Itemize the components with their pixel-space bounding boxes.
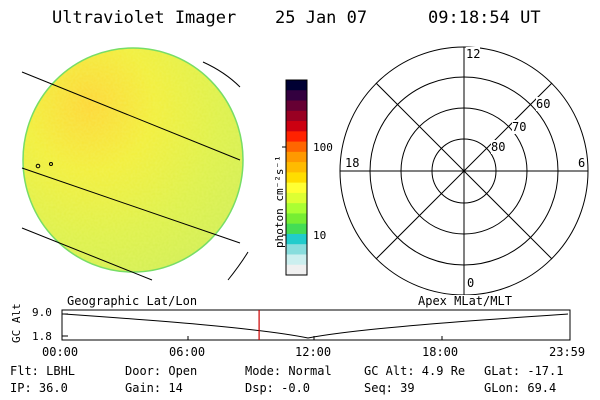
limb-arc [202,61,241,88]
colorbar-band [286,80,307,91]
latitude-line [21,71,241,161]
filter-info: Flt: LBHL [10,364,76,378]
lat-label-60: 60 [536,97,551,111]
timeline-y-tick-top: 9.0 [32,306,52,319]
gain-info: Gain: 14 [125,381,183,395]
colorbar-band [286,254,307,266]
lat-label-80: 80 [491,140,506,154]
lat-label-70: 70 [512,120,527,134]
colorbar-band [286,100,307,112]
timeline-y-tick-bottom: 1.8 [32,330,52,343]
colorbar-unit-label: photon cm⁻²s⁻¹ [273,155,286,248]
colorbar-band [286,264,307,276]
uv-image-panel [21,47,249,281]
latitude-line [21,167,241,244]
mlt-label-12: 12 [466,47,481,61]
marker-dot [35,163,41,169]
colorbar-band [286,223,307,235]
latitude-line [21,227,153,281]
colorbar-band [286,244,307,255]
colorbar-tick-10: 10 [313,229,327,242]
colorbar-tick-100: 100 [313,141,333,154]
dsp-info: Dsp: -0.0 [245,381,311,395]
colorbar-band [286,151,307,163]
colorbar-band [286,110,307,122]
polar-plot [339,46,589,295]
glat-info: GLat: -17.1 [484,364,564,378]
time-label: 09:18:54 UT [428,8,541,28]
instrument-title: Ultraviolet Imager [52,8,237,28]
colorbar-band [286,182,307,194]
timeline-left-caption: Geographic Lat/Lon [67,294,198,308]
colorbar-band [286,172,307,184]
mlt-label-0: 0 [467,276,475,290]
timeline-x-tick-4: 23:59 [549,345,586,359]
colorbar-band [286,121,307,132]
colorbar-band [286,141,307,153]
timeline-x-tick-0: 00:00 [42,345,79,359]
mlt-label-18: 18 [345,156,360,170]
ip-info: IP: 36.0 [10,381,68,395]
mlt-label-6: 6 [578,156,586,170]
colorbar-band [286,213,307,225]
limb-arc [227,251,249,281]
colorbar-band [286,192,307,204]
polar-diagonal [375,82,553,260]
timeline-right-caption: Apex MLat/MLT [418,294,512,308]
colorbar-band [286,90,307,102]
marker-dot [49,162,53,166]
timeline-x-tick-2: 12:00 [295,345,332,359]
colorbar-band [286,162,307,173]
earth-disk-texture [23,48,243,272]
timeline-x-tick-1: 06:00 [169,345,206,359]
gc-alt-info: GC Alt: 4.9 Re [364,364,466,378]
colorbar [282,79,308,276]
colorbar-band [286,203,307,214]
glon-info: GLon: 69.4 [484,381,557,395]
altitude-curve [63,313,569,339]
date-label: 25 Jan 07 [275,8,368,28]
mode-info: Mode: Normal [245,364,332,378]
seq-info: Seq: 39 [364,381,415,395]
timeline-plot [61,309,571,341]
timeline-x-tick-3: 18:00 [422,345,459,359]
colorbar-band [286,233,307,245]
timeline-y-label: GC Alt [10,303,23,343]
colorbar-band [286,131,307,143]
door-info: Door: Open [125,364,198,378]
